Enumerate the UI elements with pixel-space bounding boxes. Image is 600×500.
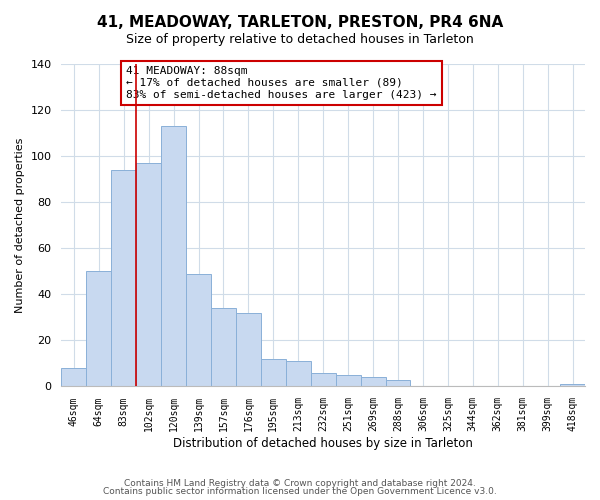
Text: 41 MEADOWAY: 88sqm
← 17% of detached houses are smaller (89)
83% of semi-detache: 41 MEADOWAY: 88sqm ← 17% of detached hou… [126, 66, 437, 100]
Text: Size of property relative to detached houses in Tarleton: Size of property relative to detached ho… [126, 32, 474, 46]
Text: Contains public sector information licensed under the Open Government Licence v3: Contains public sector information licen… [103, 487, 497, 496]
Bar [136, 163, 161, 386]
X-axis label: Distribution of detached houses by size in Tarleton: Distribution of detached houses by size … [173, 437, 473, 450]
Bar [386, 380, 410, 386]
Bar [286, 361, 311, 386]
Bar [186, 274, 211, 386]
Text: 41, MEADOWAY, TARLETON, PRESTON, PR4 6NA: 41, MEADOWAY, TARLETON, PRESTON, PR4 6NA [97, 15, 503, 30]
Y-axis label: Number of detached properties: Number of detached properties [15, 138, 25, 313]
Bar [361, 378, 386, 386]
Bar [111, 170, 136, 386]
Bar [211, 308, 236, 386]
Bar [86, 272, 111, 386]
Bar [311, 372, 335, 386]
Bar [61, 368, 86, 386]
Bar [261, 359, 286, 386]
Text: Contains HM Land Registry data © Crown copyright and database right 2024.: Contains HM Land Registry data © Crown c… [124, 478, 476, 488]
Bar [161, 126, 186, 386]
Bar [236, 313, 261, 386]
Bar [335, 375, 361, 386]
Bar [560, 384, 585, 386]
